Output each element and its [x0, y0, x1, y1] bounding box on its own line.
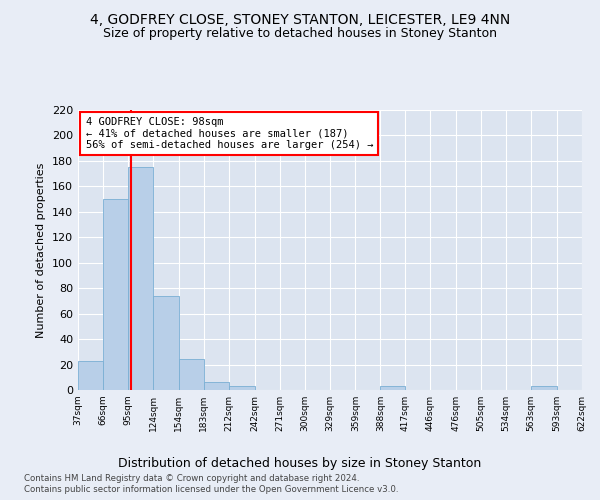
- Bar: [380, 386, 406, 390]
- Bar: [229, 386, 254, 390]
- Bar: [531, 386, 557, 390]
- Text: Distribution of detached houses by size in Stoney Stanton: Distribution of detached houses by size …: [118, 458, 482, 470]
- Bar: [153, 296, 179, 390]
- Text: Size of property relative to detached houses in Stoney Stanton: Size of property relative to detached ho…: [103, 28, 497, 40]
- Text: Contains public sector information licensed under the Open Government Licence v3: Contains public sector information licen…: [24, 486, 398, 494]
- Bar: [78, 360, 103, 390]
- Bar: [204, 382, 229, 390]
- Text: 4 GODFREY CLOSE: 98sqm
← 41% of detached houses are smaller (187)
56% of semi-de: 4 GODFREY CLOSE: 98sqm ← 41% of detached…: [86, 117, 373, 150]
- Text: 4, GODFREY CLOSE, STONEY STANTON, LEICESTER, LE9 4NN: 4, GODFREY CLOSE, STONEY STANTON, LEICES…: [90, 12, 510, 26]
- Bar: [103, 199, 128, 390]
- Bar: [179, 360, 204, 390]
- Bar: [128, 168, 153, 390]
- Text: Contains HM Land Registry data © Crown copyright and database right 2024.: Contains HM Land Registry data © Crown c…: [24, 474, 359, 483]
- Y-axis label: Number of detached properties: Number of detached properties: [37, 162, 46, 338]
